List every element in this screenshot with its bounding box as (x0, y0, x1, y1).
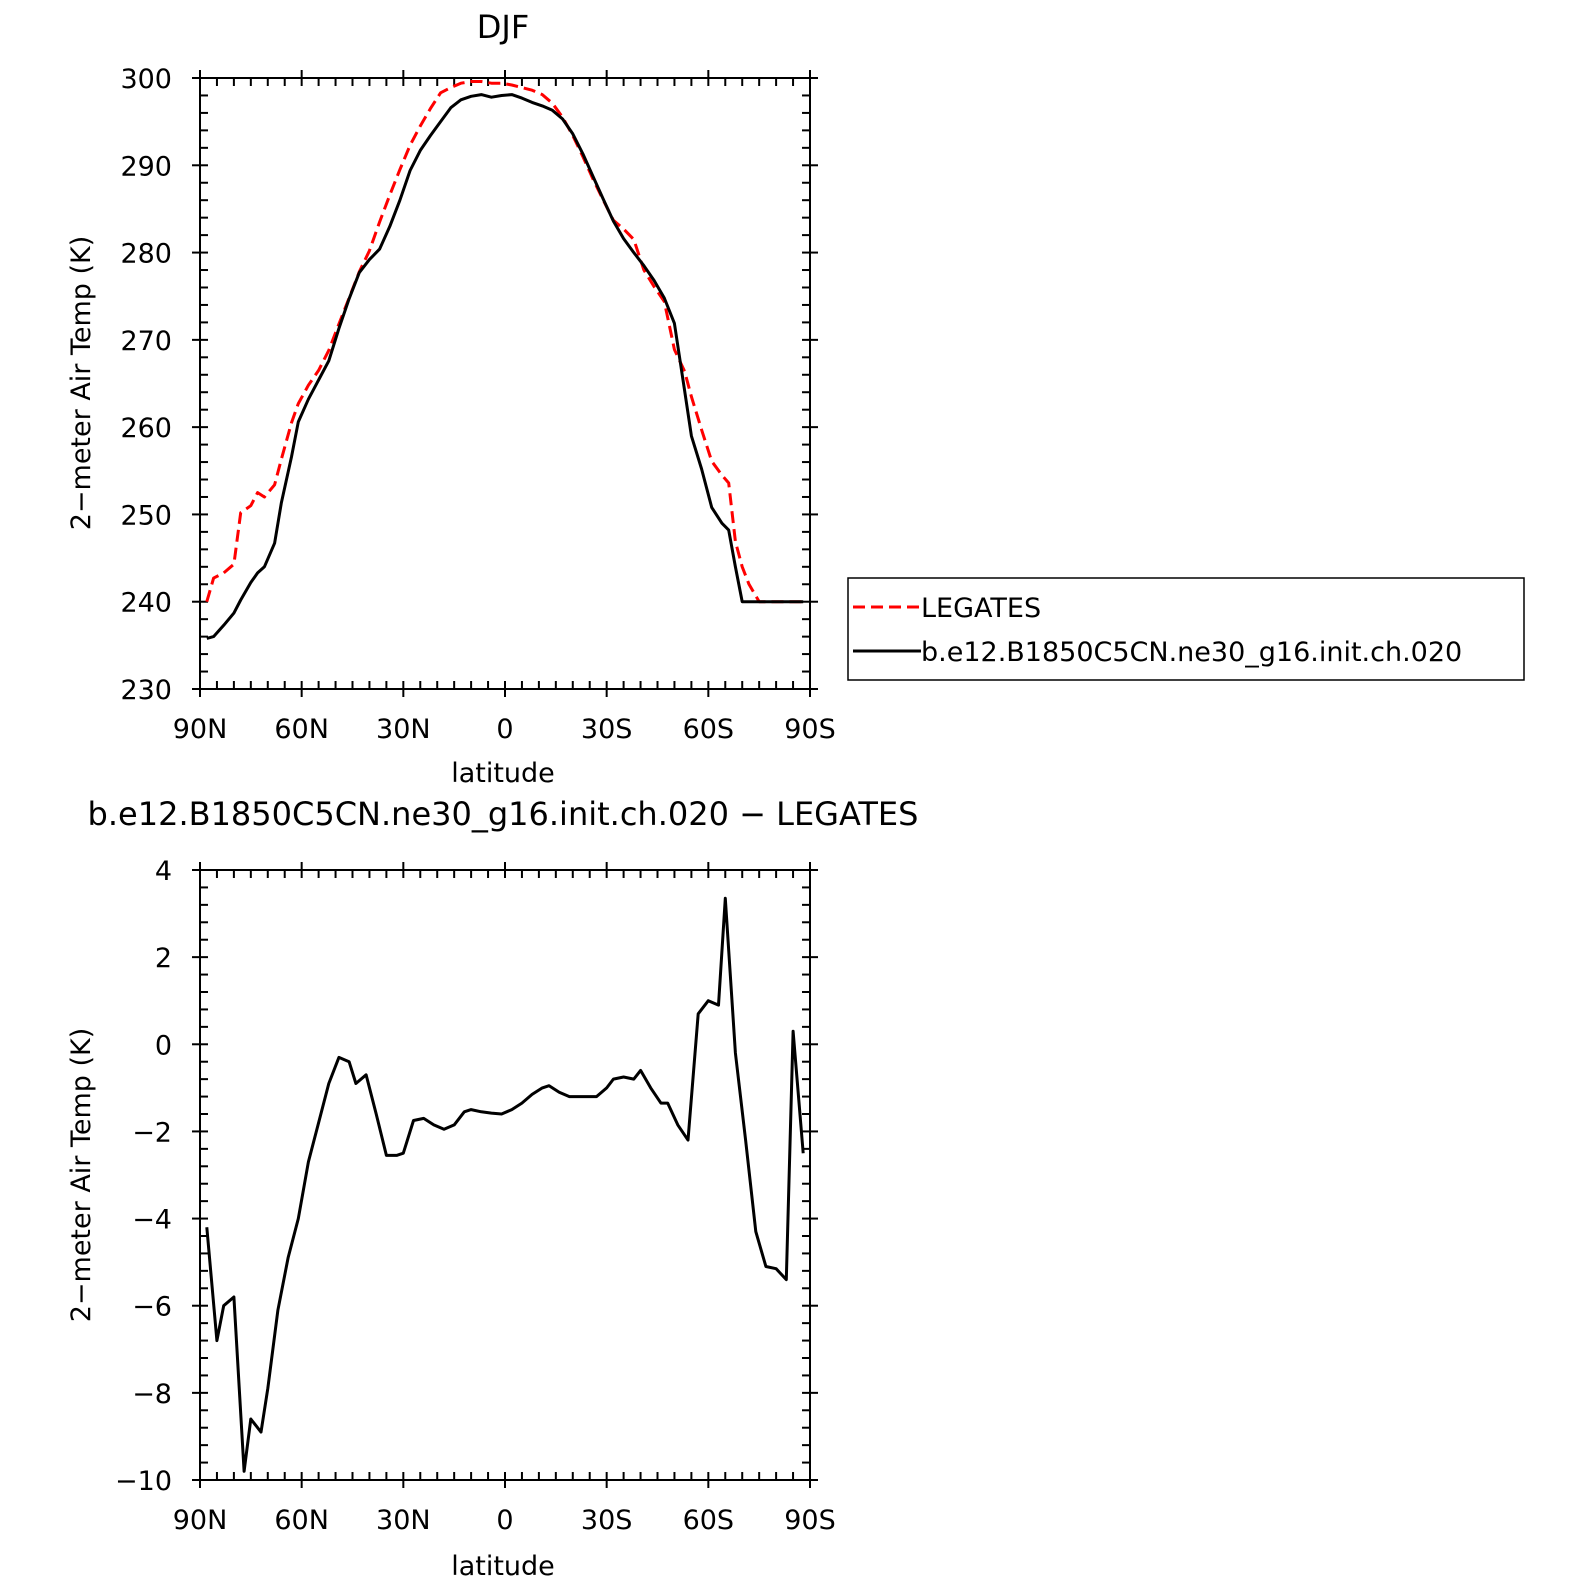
y-tick-label: −2 (132, 1117, 172, 1148)
x-tick-label: 30S (581, 714, 633, 745)
panel-bottom-plot-frame (199, 869, 811, 1481)
panel-top-series (205, 80, 804, 640)
y-tick-label: 300 (120, 64, 172, 95)
y-tick-label: −6 (132, 1292, 172, 1323)
x-tick-label: 90S (784, 714, 836, 745)
y-tick-label: 280 (120, 239, 172, 270)
y-tick-label: 0 (155, 1030, 172, 1061)
x-tick-label: 60N (274, 714, 329, 745)
legend-label-model: b.e12.B1850C5CN.ne30_g16.init.ch.020 (921, 637, 1462, 668)
x-tick-label: 90N (173, 1505, 228, 1536)
panel-bottom-y-axis-label: 2−meter Air Temp (K) (66, 1028, 97, 1323)
series-points-top-1 (206, 94, 804, 639)
y-tick-label: −4 (132, 1205, 172, 1236)
y-tick-label: −10 (115, 1466, 172, 1497)
x-tick-label: 0 (496, 714, 513, 745)
series-line-top-0 (205, 80, 804, 604)
panel-bottom-x-tick-labels: 90N 60N 30N 0 30S 60S 90S (173, 1505, 836, 1536)
x-tick-label: 30N (376, 1505, 431, 1536)
x-tick-label: 90N (173, 714, 228, 745)
y-tick-label: 230 (120, 675, 172, 706)
panel-top-plot-frame (199, 77, 811, 690)
legend-box (847, 577, 1525, 681)
y-tick-label: 250 (120, 500, 172, 531)
y-tick-label: 4 (155, 856, 172, 887)
series-points-bottom-0 (206, 898, 804, 1472)
panel-bottom-x-axis-label: latitude (451, 1551, 555, 1581)
legend-label-legates: LEGATES (921, 593, 1041, 624)
series-line-top-1 (206, 93, 804, 640)
y-tick-label: 270 (120, 326, 172, 357)
x-tick-label: 60S (683, 714, 735, 745)
x-tick-label: 60N (274, 1505, 329, 1536)
panel-top-y-axis-label: 2−meter Air Temp (K) (66, 236, 97, 531)
panel-top-y-tick-labels: 230 240 250 260 270 280 290 300 (120, 64, 172, 706)
panel-bottom-title: b.e12.B1850C5CN.ne30_g16.init.ch.020 − L… (88, 795, 919, 833)
y-tick-label: 2 (155, 943, 172, 974)
panel-bottom-series (205, 896, 805, 1473)
panel-top-x-tick-labels: 90N 60N 30N 0 30S 60S 90S (173, 714, 836, 745)
x-tick-label: 0 (496, 1505, 513, 1536)
x-tick-label: 30N (376, 714, 431, 745)
panel-bottom-y-tick-labels: 4 2 0 −2 −4 −6 −8 −10 (115, 856, 172, 1497)
panel-top: DJF 90N 60N 30N 0 30S 60S 90S 2302402502602702… (66, 8, 836, 789)
y-tick-label: 290 (120, 151, 172, 182)
x-tick-label: 90S (784, 1505, 836, 1536)
legend: LEGATES b.e12.B1850C5CN.ne30_g16.init.ch… (847, 577, 1525, 681)
series-points-top-0 (206, 81, 804, 602)
x-tick-label: 60S (683, 1505, 735, 1536)
panel-bottom: b.e12.B1850C5CN.ne30_g16.init.ch.020 − L… (66, 795, 918, 1581)
panel-bottom-ticks (192, 862, 818, 1488)
panel-top-x-axis-label: latitude (451, 758, 555, 789)
x-tick-label: 30S (581, 1505, 633, 1536)
y-tick-label: 240 (120, 588, 172, 619)
series-line-bottom-0 (205, 896, 805, 1473)
panel-top-title: DJF (477, 8, 529, 46)
y-tick-label: −8 (132, 1379, 172, 1410)
panel-top-ticks (192, 70, 818, 697)
y-tick-label: 260 (120, 413, 172, 444)
